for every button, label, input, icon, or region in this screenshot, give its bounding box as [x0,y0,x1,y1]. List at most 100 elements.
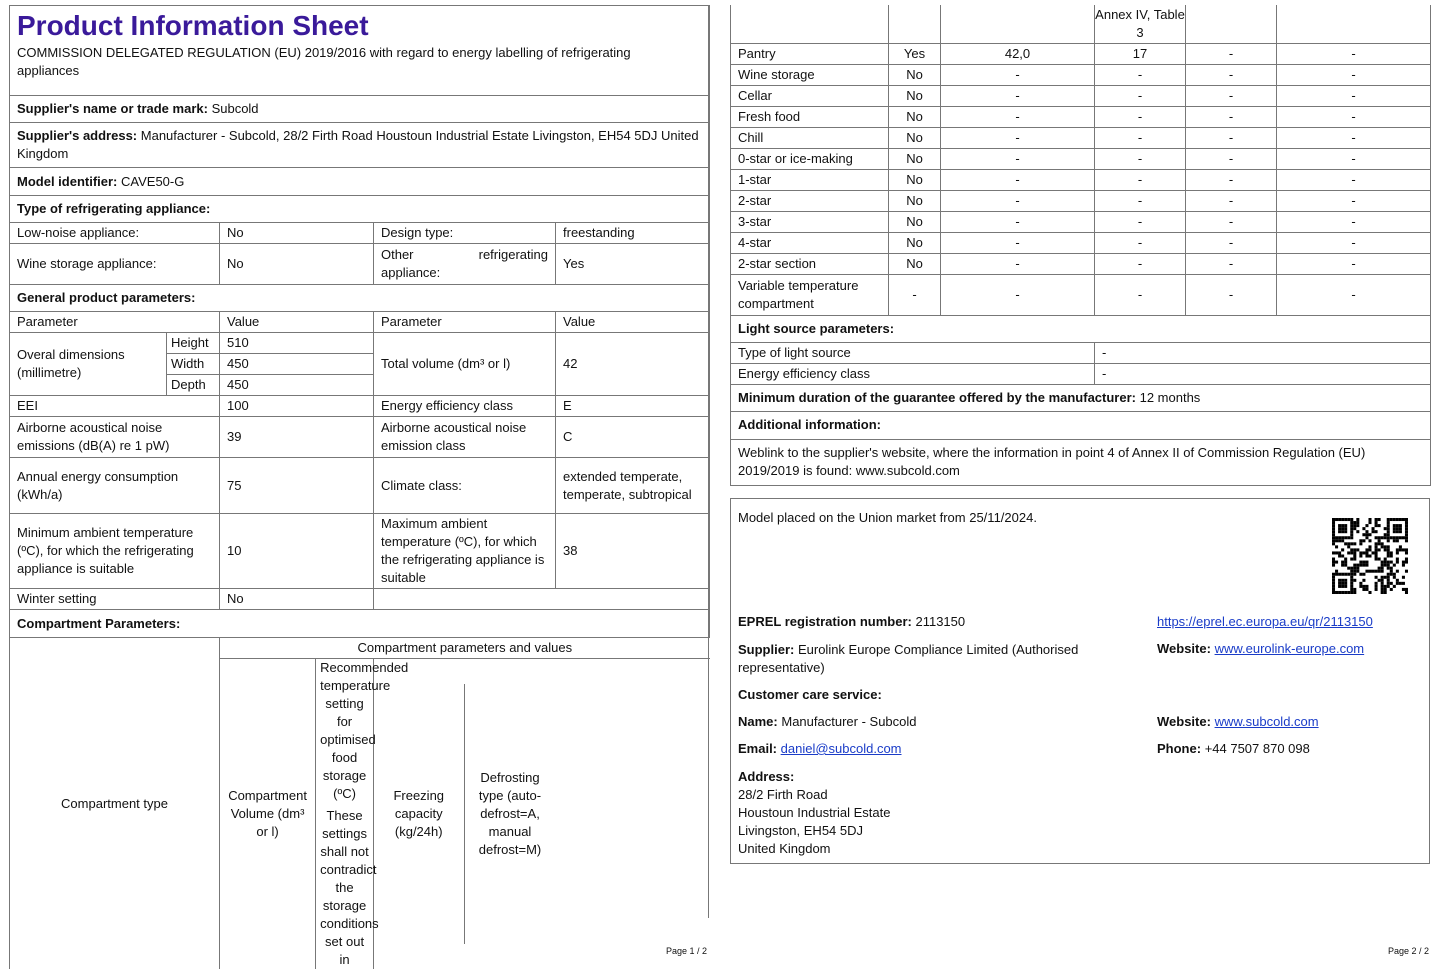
compartment-value: 17 [1095,43,1186,64]
compartment-value: - [1277,274,1431,315]
height-value: 510 [220,333,374,354]
annual-value: 75 [220,458,374,514]
email-link[interactable]: daniel@subcold.com [781,741,902,756]
eprel-number: 2113150 [915,614,965,629]
low-noise-label: Low-noise appliance: [10,223,220,244]
compartment-type: 2-star section [731,253,889,274]
param-header: Parameter [10,312,220,333]
compartment-header: Compartment parameters and values [220,638,710,659]
winter-label: Winter setting [10,589,220,610]
compartment-type: 4-star [731,232,889,253]
compartment-value: - [1186,211,1277,232]
depth-label: Depth [167,375,220,396]
dims-label: Overal dimensions (millimetre) [10,333,167,396]
compartment-value: No [889,232,941,253]
compartment-value: - [1186,253,1277,274]
light-label: Light source parameters: [738,321,894,336]
compartment-value: 42,0 [941,43,1095,64]
col-recommended-note: These settings shall not contradict the … [320,807,369,969]
supplier-website-link[interactable]: www.eurolink-europe.com [1215,641,1365,656]
eprel-label: EPREL registration number: [738,614,912,629]
model-identifier: CAVE50-G [121,174,184,189]
compartment-value: - [1277,148,1431,169]
compartment-type: 2-star [731,190,889,211]
compartment-value: - [1095,232,1186,253]
weblink[interactable]: www.subcold.com [856,463,960,478]
compartment-value: - [1095,85,1186,106]
winter-value: No [220,589,374,610]
phone: +44 7507 870 098 [1205,741,1310,756]
compartment-value: No [889,106,941,127]
noise-label: Airborne acoustical noise emissions (dB(… [10,417,220,458]
model-label: Model identifier: [17,174,117,189]
compartment-value: - [941,169,1095,190]
value-header: Value [556,312,710,333]
low-noise-value: No [220,223,374,244]
volume-label: Total volume (dm³ or l) [374,333,556,396]
compartment-value: No [889,64,941,85]
eprel-link[interactable]: https://eprel.ec.europa.eu/qr/2113150 [1157,614,1373,629]
compartment-type: Chill [731,127,889,148]
compartment-value: - [941,253,1095,274]
compartment-value: - [941,232,1095,253]
compartment-value: - [889,274,941,315]
compartment-value: - [1186,64,1277,85]
climate-label: Climate class: [374,458,556,514]
param-header: Parameter [374,312,556,333]
compartment-type: Cellar [731,85,889,106]
light-type-value: - [1095,342,1431,363]
page-number-2: Page 2 / 2 [1388,946,1429,956]
compartment-value: - [941,274,1095,315]
compartment-value: - [1186,43,1277,64]
light-type-label: Type of light source [731,342,1095,363]
guarantee-value: 12 months [1140,390,1201,405]
col-recommended-temp: Recommended temperature setting for opti… [320,659,369,803]
address-line: Houstoun Industrial Estate [738,804,890,822]
compartment-value: - [1095,169,1186,190]
compartment-value: - [1095,190,1186,211]
min-ambient-label: Minimum ambient temperature (ºC), for wh… [10,514,220,589]
compartment-value: No [889,85,941,106]
annex-reference: Annex IV, Table 3 [1095,5,1186,43]
address-line: 28/2 Firth Road [738,786,890,804]
col-freezing: Freezing capacity (kg/24h) [374,684,464,944]
compartment-value: - [941,106,1095,127]
depth-value: 450 [220,375,374,396]
compartment-value: - [1095,127,1186,148]
compartment-value: - [941,190,1095,211]
min-ambient-value: 10 [220,514,374,589]
compartment-value: - [1277,127,1431,148]
guarantee-label: Minimum duration of the guarantee offere… [738,390,1136,405]
regulation-text: COMMISSION DELEGATED REGULATION (EU) 201… [17,44,702,80]
supplier2-label: Supplier: [738,642,794,657]
col-defrost: Defrosting type (auto-defrost=A, manual … [464,684,556,944]
compartment-value: - [1277,232,1431,253]
wine-value: No [220,244,374,285]
compartment-value: - [1095,274,1186,315]
compartment-value: - [1277,169,1431,190]
compartment-value: Yes [889,43,941,64]
eei-value: 100 [220,396,374,417]
qr-code[interactable] [1332,518,1408,594]
email-label: Email: [738,741,777,756]
compartment-value: - [1277,253,1431,274]
width-value: 450 [220,354,374,375]
compartment-value: - [1095,253,1186,274]
care-website-link[interactable]: www.subcold.com [1215,714,1319,729]
compartment-value: - [1277,190,1431,211]
weblink-text: Weblink to the supplier's website, where… [738,445,1365,478]
compartment-value: - [1277,85,1431,106]
compartment-value: - [1277,211,1431,232]
compartment-value: - [1277,64,1431,85]
value-header: Value [220,312,374,333]
address-line: Livingston, EH54 5DJ [738,822,890,840]
website-label: Website: [1157,641,1211,656]
